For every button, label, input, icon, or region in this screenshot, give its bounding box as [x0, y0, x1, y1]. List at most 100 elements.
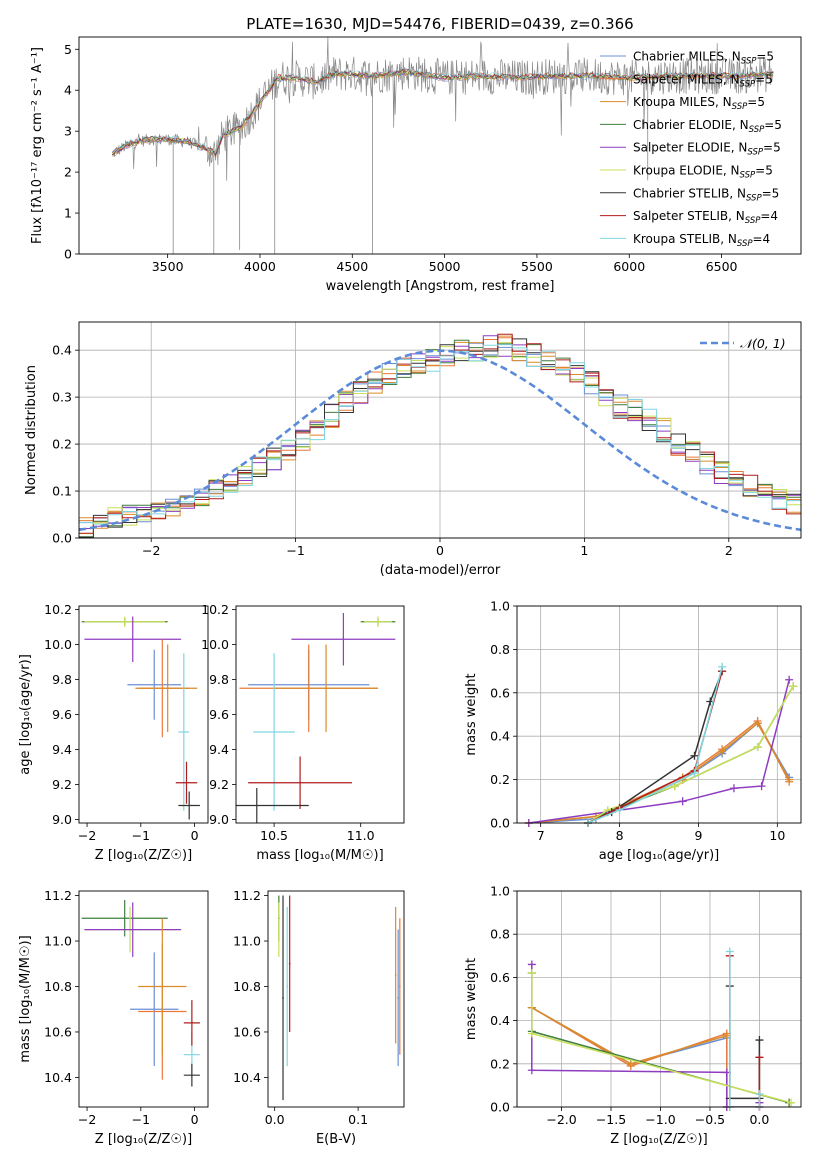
x-tick-label: 4000 [244, 259, 276, 274]
y-tick-label: 9.8 [52, 672, 72, 687]
y-tick-label: 5 [64, 42, 72, 57]
panels: 3500 4000 4500 5000 5500 6000 6500 0 1 2 3 4 5 wavele… [18, 36, 802, 1147]
x-axis-label: Z [log₁₀(Z/Z☉)] [610, 1132, 707, 1147]
x-tick-label: 0.1 [348, 1112, 368, 1127]
weight-marker [527, 1066, 536, 1075]
y-tick-label: 10.0 [201, 637, 229, 652]
legend-model-name: Salpeter ELODIE, N [633, 141, 747, 155]
y-axis-label: Normed distribution [24, 365, 39, 495]
spectrum-panel: 3500 4000 4500 5000 5500 6000 6500 0 1 2 3 4 5 wavele… [30, 36, 802, 294]
x-tick-label: 3500 [152, 259, 184, 274]
x-axis-label: E(B-V) [316, 1132, 356, 1147]
weight-series-5 [531, 973, 792, 1104]
legend-subscript: SSP [745, 216, 761, 226]
weight-marker [785, 675, 794, 684]
weight-marker [757, 782, 766, 791]
y-tick-label: 0.2 [52, 437, 72, 452]
y-tick-label: 11.2 [44, 888, 72, 903]
y-tick-label: 10.4 [233, 1070, 261, 1085]
legend-subscript: SSP [740, 79, 756, 89]
weight-marker [787, 1098, 796, 1107]
x-tick-label: −2 [142, 543, 160, 558]
legend-nssp: =5 [755, 164, 773, 178]
age_vs_mass-panel: 10.5 11.0 9.0 9.2 9.4 9.6 9.8 10.0 10.2 mass [log… [201, 602, 405, 863]
model-spectrum-8 [111, 68, 774, 153]
y-tick-label: 11.0 [233, 934, 261, 949]
x-tick-label: 0.0 [265, 1112, 285, 1127]
axes-frame [78, 890, 209, 1108]
y-tick-label: 3 [64, 124, 72, 139]
legend-entry: Chabrier ELODIE, NSSP=5 [633, 118, 782, 135]
legend-model-name: Salpeter MILES, N [633, 72, 740, 86]
x-tick-label: 0 [436, 543, 444, 558]
y-tick-label: 0.4 [490, 1013, 510, 1028]
y-tick-label: 0.3 [52, 390, 72, 405]
mass_vs_z-panel: −2 −1 0 10.4 10.6 10.8 11.0 11.2 Z [log₁₀(Z/Z☉)]… [18, 888, 209, 1147]
y-tick-label: 10.8 [233, 979, 261, 994]
y-axis-label: mass weight [464, 673, 479, 755]
weight-marker [527, 969, 536, 978]
legend-nssp: =5 [764, 118, 782, 132]
weight-series-5 [587, 685, 794, 823]
legend-model-name: Chabrier STELIB, N [633, 186, 746, 200]
y-tick-label: 0.0 [490, 1100, 510, 1115]
x-tick-label: 10 [769, 828, 785, 843]
x-tick-label: −0.5 [695, 1112, 725, 1127]
y-tick-label: 0.2 [490, 1056, 510, 1071]
legend-model-name: Kroupa STELIB, N [633, 232, 737, 246]
legend-entry: Kroupa STELIB, NSSP=4 [633, 232, 770, 249]
y-axis-label: mass [log₁₀(M/M☉)] [18, 935, 33, 1062]
y-tick-label: 9.6 [209, 707, 229, 722]
legend-model-name: Chabrier ELODIE, N [633, 118, 749, 132]
x-tick-label: 0.0 [749, 1112, 769, 1127]
legend-subscript: SSP [737, 239, 753, 249]
legend-subscript: SSP [746, 193, 762, 203]
x-axis-label: (data-model)/error [380, 563, 501, 578]
x-axis-label: Z [log₁₀(Z/Z☉)] [95, 848, 192, 863]
legend-entry: Kroupa ELODIE, NSSP=5 [633, 164, 773, 181]
x-tick-label: 11.0 [347, 828, 375, 843]
legend-model-name: Salpeter STELIB, N [633, 209, 745, 223]
x-tick-label: −1 [132, 828, 150, 843]
weight-marker [718, 662, 727, 671]
legend-model-name: Kroupa ELODIE, N [633, 164, 740, 178]
x-tick-label: 5000 [429, 259, 461, 274]
normal-legend-label: 𝒩(0, 1) [740, 336, 786, 351]
y-tick-label: 1.0 [490, 599, 510, 614]
x-tick-label: −1.0 [645, 1112, 675, 1127]
axes-frame [78, 36, 802, 255]
y-tick-label: 0.8 [490, 927, 510, 942]
x-tick-label: 9 [694, 828, 702, 843]
y-axis-label: Flux [fλ10⁻¹⁷ erg cm⁻² s⁻¹ A⁻¹] [30, 47, 45, 244]
axes-frame [516, 605, 802, 824]
legend-subscript: SSP [740, 171, 756, 181]
y-tick-label: 1.0 [490, 884, 510, 899]
legend-nssp: =4 [753, 232, 771, 246]
weight-marker [626, 1059, 635, 1068]
weight-marker [718, 747, 727, 756]
y-tick-label: 0.0 [490, 816, 510, 831]
y-tick-label: 10.2 [44, 602, 72, 617]
legend-model-name: Chabrier MILES, N [633, 50, 741, 64]
legend-subscript: SSP [747, 148, 763, 158]
x-tick-label: −2.0 [546, 1112, 576, 1127]
weight-series-4 [528, 679, 790, 823]
y-tick-label: 10.0 [44, 637, 72, 652]
legend-subscript: SSP [741, 57, 757, 67]
model-spectrum-7 [111, 68, 774, 154]
y-tick-label: 2 [64, 165, 72, 180]
x-axis-label: mass [log₁₀(M/M☉)] [256, 848, 383, 863]
weight-series-0 [528, 722, 790, 823]
legend-subscript: SSP [749, 125, 765, 135]
y-tick-label: 9.8 [209, 672, 229, 687]
y-tick-label: 0.6 [490, 970, 510, 985]
legend-model-name: Kroupa MILES, N [633, 95, 732, 109]
y-tick-label: 10.4 [44, 1070, 72, 1085]
y-axis-label: mass weight [464, 958, 479, 1040]
weight-series-8 [587, 666, 723, 823]
y-tick-label: 10.8 [44, 979, 72, 994]
y-tick-label: 9.4 [52, 742, 72, 757]
y-axis-label: age [log₁₀(age/yr)] [18, 654, 33, 775]
x-tick-label: 8 [616, 828, 624, 843]
